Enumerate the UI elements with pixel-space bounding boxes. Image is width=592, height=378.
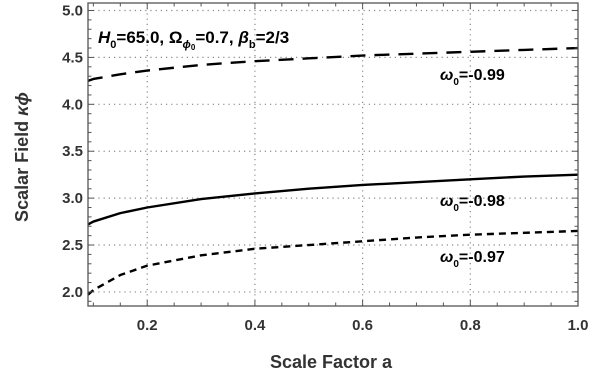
omega-phi-symbol: Ω — [169, 28, 183, 47]
series-line-0 — [87, 46, 579, 82]
series-label-omega-0.98: ω0=-0.98 — [440, 193, 505, 214]
series-label-value: =-0.99 — [459, 67, 505, 84]
y-axis-title: Scalar Field κϕ — [12, 92, 32, 222]
y-axis-title-symbol: κϕ — [12, 92, 32, 116]
plot-frame — [87, 2, 579, 307]
series-label-symbol: ω — [440, 193, 453, 210]
beta-value: =2/3 — [256, 28, 290, 47]
hubble-value: =65.0, — [116, 28, 168, 47]
omega-phi-subsubscript: 0 — [191, 43, 196, 52]
omega-phi-value: =0.7, — [195, 28, 238, 47]
hubble-symbol: H — [98, 28, 111, 47]
x-tick-label: 0.6 — [352, 317, 373, 334]
y-tick-label: 4.0 — [62, 96, 83, 113]
y-tick-label: 3.5 — [62, 143, 83, 160]
omega-phi-subscript: ϕ — [183, 39, 191, 51]
series-label-omega-0.99: ω0=-0.99 — [440, 67, 505, 88]
series-label-subscript: 0 — [453, 259, 459, 270]
y-tick-label: 5.0 — [62, 3, 83, 20]
series-group — [87, 46, 579, 296]
x-tick-label: 0.4 — [244, 317, 266, 334]
x-tick-label: 1.0 — [568, 317, 589, 334]
series-line-2 — [87, 229, 579, 296]
beta-symbol: β — [237, 28, 249, 47]
series-label-symbol: ω — [440, 67, 453, 84]
series-label-subscript: 0 — [453, 77, 459, 88]
ticks: 0.2 0.4 0.6 0.8 1.0 2.0 2.5 3.0 3.5 4.0 4.5 5.0 — [62, 3, 588, 334]
x-tick-label: 0.2 — [137, 317, 158, 334]
series-label-value: =-0.97 — [459, 249, 505, 266]
x-axis-title: Scale Factor a — [270, 352, 393, 372]
y-tick-label: 3.0 — [62, 190, 83, 207]
hubble-subscript: 0 — [110, 39, 116, 51]
beta-subscript: b — [249, 39, 256, 51]
y-tick-label: 4.5 — [62, 49, 83, 66]
y-axis-title-text: Scalar Field — [12, 116, 32, 222]
series-label-omega-0.97: ω0=-0.97 — [440, 249, 505, 270]
y-tick-label: 2.5 — [62, 237, 83, 254]
series-label-value: =-0.98 — [459, 193, 505, 210]
y-tick-label: 2.0 — [62, 284, 83, 301]
series-line-1 — [87, 173, 579, 226]
x-tick-label: 0.8 — [460, 317, 481, 334]
series-label-subscript: 0 — [453, 203, 459, 214]
parameter-annotation: H0=65.0, Ωϕ0=0.7, βb=2/3 — [98, 28, 289, 52]
series-label-symbol: ω — [440, 249, 453, 266]
